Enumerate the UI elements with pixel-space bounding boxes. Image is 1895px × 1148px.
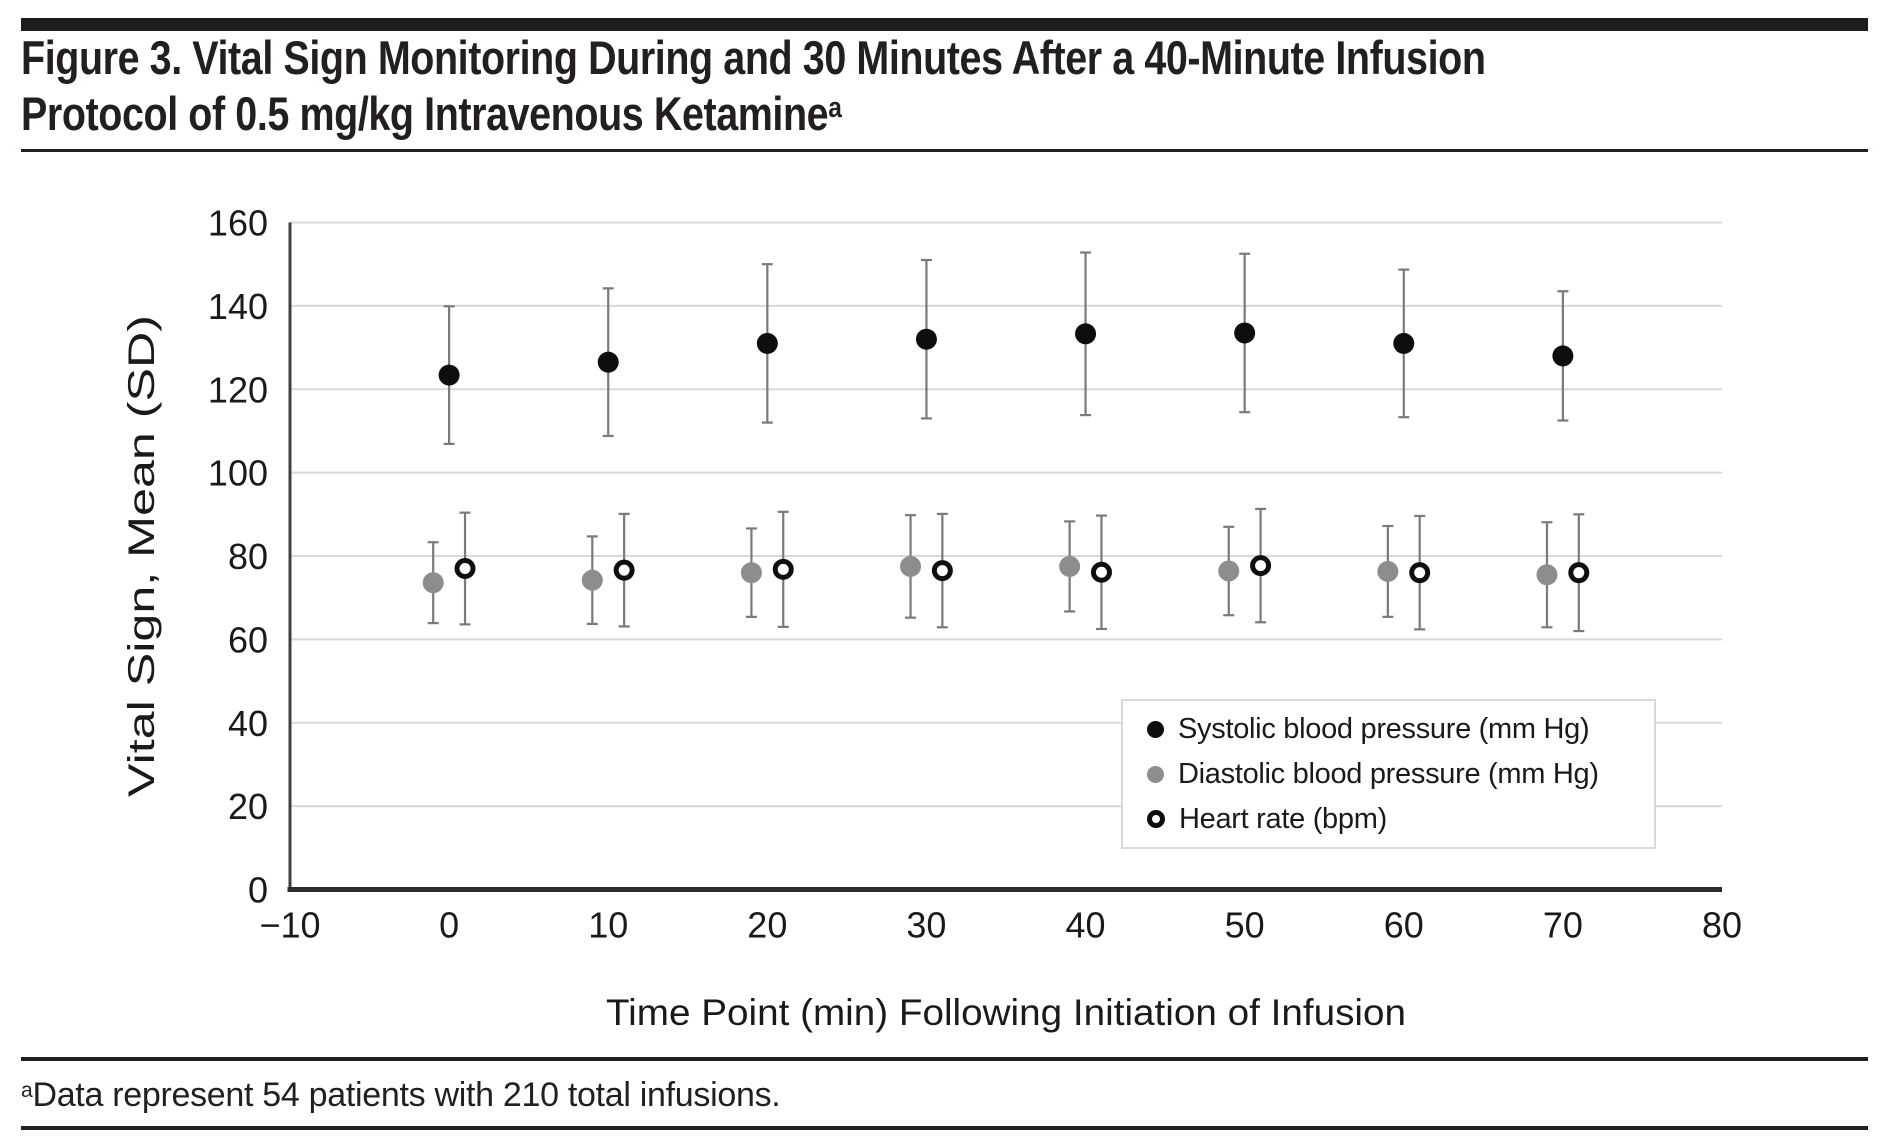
x-tick-label-80: 80 bbox=[1702, 905, 1742, 946]
x-tick-label-20: 20 bbox=[747, 905, 787, 946]
point-diastolic-t40 bbox=[1059, 555, 1081, 577]
point-diastolic-t30 bbox=[900, 555, 922, 577]
point-systolic-t30 bbox=[915, 328, 937, 350]
x-axis-title: Time Point (min) Following Initiation of… bbox=[606, 992, 1406, 1033]
point-diastolic-t20 bbox=[740, 562, 762, 584]
point-diastolic-t10 bbox=[581, 569, 603, 591]
point-diastolic-t60 bbox=[1377, 560, 1399, 582]
point-systolic-t60 bbox=[1393, 332, 1415, 354]
diastolic-marker-icon bbox=[1147, 765, 1164, 783]
point-heart-rate-t10 bbox=[613, 559, 635, 581]
heart-rate-marker-icon bbox=[1147, 810, 1165, 828]
x-tick-label-0: 0 bbox=[439, 905, 459, 946]
footnote: aData represent 54 patients with 210 tot… bbox=[21, 1076, 781, 1115]
y-axis-title: Vital Sign, Mean (SD) bbox=[121, 315, 162, 797]
legend-item-heart-rate: Heart rate (bpm) bbox=[1147, 801, 1654, 837]
figure-top-bar bbox=[21, 18, 1868, 31]
y-tick-label-60: 60 bbox=[228, 619, 268, 660]
x-tick-label-40: 40 bbox=[1066, 905, 1106, 946]
figure-title: Figure 3. Vital Sign Monitoring During a… bbox=[21, 30, 1764, 149]
legend-label-heart-rate: Heart rate (bpm) bbox=[1179, 802, 1387, 835]
x-tick-label-10: 10 bbox=[588, 905, 628, 946]
title-divider-rule bbox=[21, 149, 1868, 152]
data-points bbox=[422, 251, 1590, 633]
point-diastolic-t0 bbox=[422, 572, 444, 594]
footnote-text: Data represent 54 patients with 210 tota… bbox=[32, 1076, 781, 1114]
point-systolic-t40 bbox=[1075, 323, 1097, 345]
y-tick-label-80: 80 bbox=[228, 536, 268, 577]
point-heart-rate-t70 bbox=[1568, 562, 1590, 584]
point-heart-rate-t0 bbox=[454, 558, 476, 580]
point-heart-rate-t50 bbox=[1250, 555, 1272, 577]
systolic-marker-icon bbox=[1147, 720, 1164, 738]
point-heart-rate-t40 bbox=[1090, 561, 1112, 583]
point-diastolic-t50 bbox=[1218, 560, 1240, 582]
footnote-top-rule bbox=[21, 1057, 1868, 1061]
point-systolic-t0 bbox=[438, 364, 460, 386]
point-systolic-t20 bbox=[756, 332, 778, 354]
point-systolic-t10 bbox=[597, 351, 619, 373]
y-tick-label-20: 20 bbox=[228, 786, 268, 827]
legend: Systolic blood pressure (mm Hg) Diastoli… bbox=[1121, 699, 1656, 849]
axes bbox=[287, 222, 1722, 892]
gridlines bbox=[290, 221, 1722, 808]
point-heart-rate-t60 bbox=[1409, 562, 1431, 584]
legend-label-systolic: Systolic blood pressure (mm Hg) bbox=[1178, 712, 1590, 745]
figure-title-line2: Protocol of 0.5 mg/kg Intravenous Ketami… bbox=[21, 87, 842, 140]
y-tick-label-40: 40 bbox=[228, 703, 268, 744]
point-diastolic-t70 bbox=[1536, 564, 1558, 586]
footnote-bottom-rule bbox=[21, 1126, 1868, 1130]
point-systolic-t50 bbox=[1234, 322, 1256, 344]
legend-item-systolic: Systolic blood pressure (mm Hg) bbox=[1147, 711, 1654, 747]
y-tick-label-100: 100 bbox=[208, 453, 268, 494]
legend-item-diastolic: Diastolic blood pressure (mm Hg) bbox=[1147, 756, 1654, 792]
x-tick-label-30: 30 bbox=[906, 905, 946, 946]
x-tick-label--10: −10 bbox=[259, 905, 320, 946]
point-heart-rate-t30 bbox=[931, 560, 953, 582]
point-heart-rate-t20 bbox=[772, 558, 794, 580]
title-superscript: a bbox=[828, 91, 842, 124]
y-tick-label-0: 0 bbox=[248, 870, 268, 911]
y-tick-label-140: 140 bbox=[208, 286, 268, 327]
figure-title-line1: Figure 3. Vital Sign Monitoring During a… bbox=[21, 31, 1486, 84]
point-systolic-t70 bbox=[1552, 345, 1574, 367]
legend-label-diastolic: Diastolic blood pressure (mm Hg) bbox=[1178, 757, 1599, 790]
x-tick-label-60: 60 bbox=[1384, 905, 1424, 946]
y-tick-label-120: 120 bbox=[208, 369, 268, 410]
x-tick-label-70: 70 bbox=[1543, 905, 1583, 946]
footnote-superscript: a bbox=[21, 1078, 33, 1102]
y-tick-label-160: 160 bbox=[208, 203, 268, 244]
x-tick-label-50: 50 bbox=[1225, 905, 1265, 946]
